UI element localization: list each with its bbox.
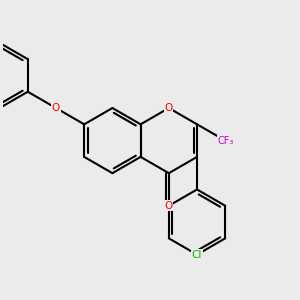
- Text: O: O: [165, 103, 173, 113]
- Text: CF₃: CF₃: [217, 136, 233, 146]
- Text: O: O: [165, 201, 173, 211]
- Text: Cl: Cl: [192, 250, 202, 260]
- Text: O: O: [52, 103, 60, 113]
